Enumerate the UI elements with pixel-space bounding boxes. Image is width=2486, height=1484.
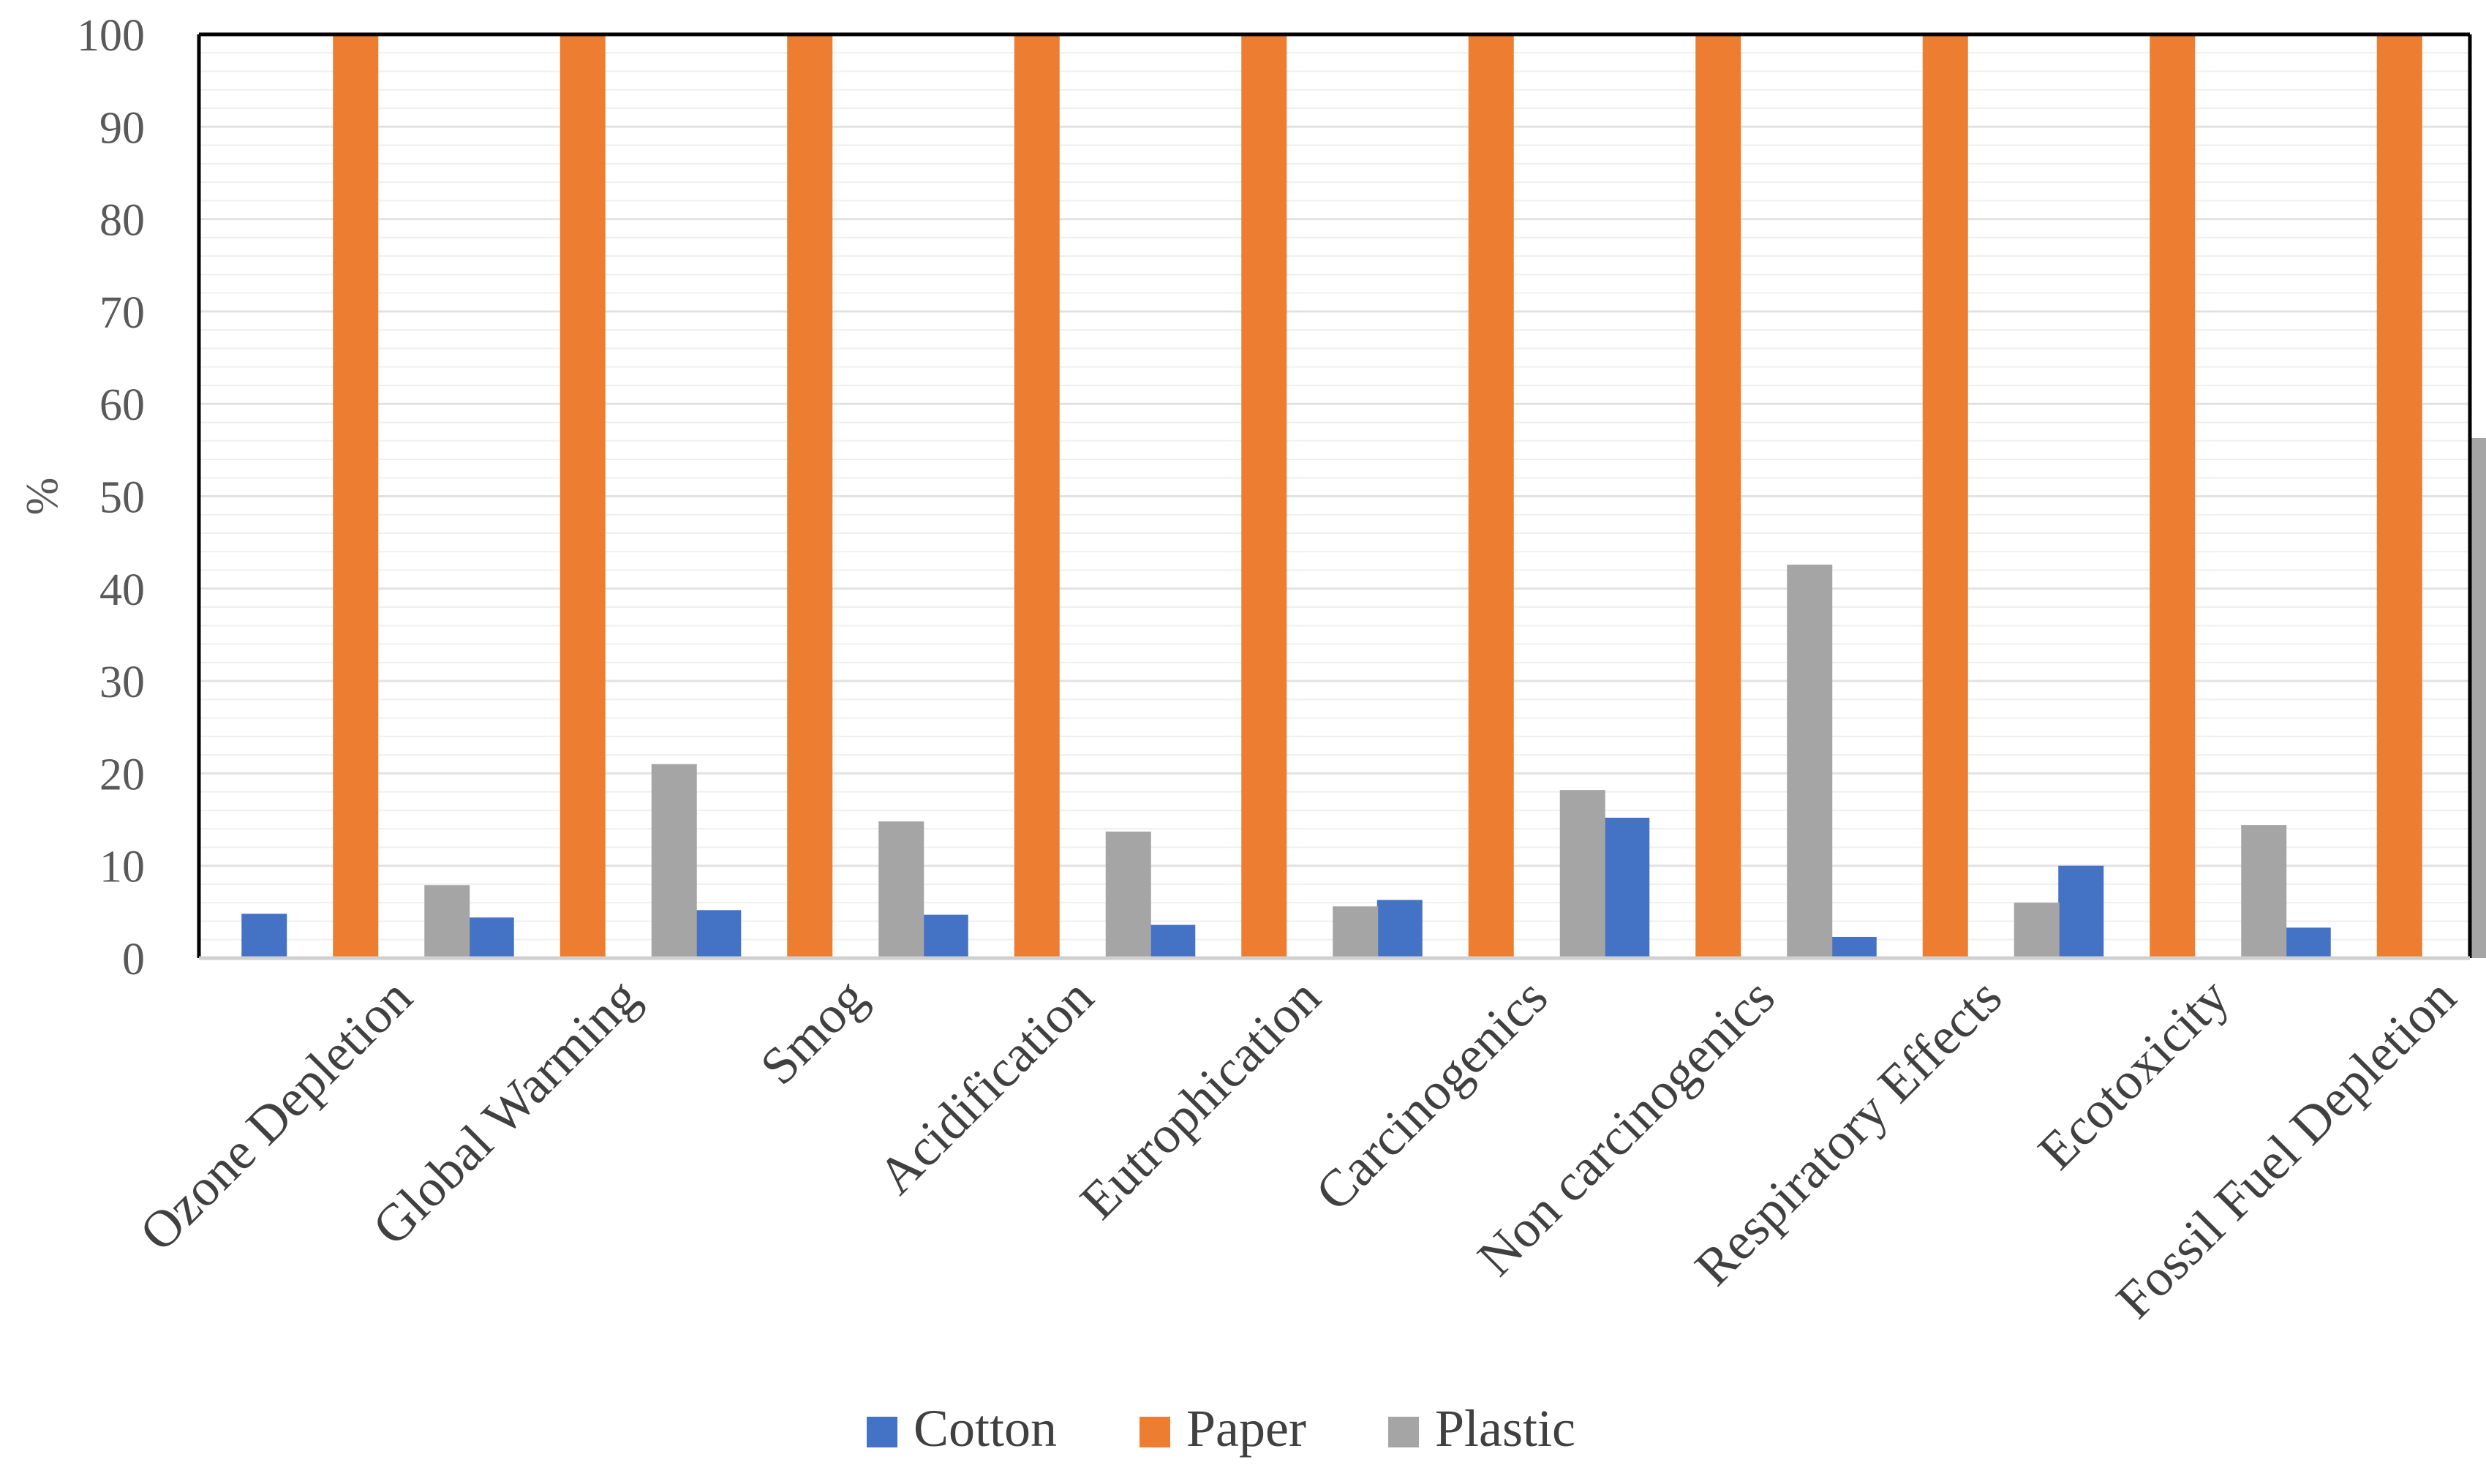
bar-paper-0 xyxy=(333,34,379,958)
legend-item-paper: Paper xyxy=(1140,1399,1306,1458)
bar-paper-7 xyxy=(1922,34,1968,958)
bar-paper-6 xyxy=(1695,34,1741,958)
y-tick-label: 10 xyxy=(99,843,145,892)
y-tick-label: 60 xyxy=(99,380,145,430)
series-cotton xyxy=(241,818,2331,958)
legend-swatch xyxy=(1388,1417,1419,1447)
y-tick-label: 70 xyxy=(99,288,145,338)
bars xyxy=(241,34,2486,958)
bar-paper-8 xyxy=(2150,34,2196,958)
bar-plastic-1 xyxy=(651,764,697,958)
bar-cotton-2 xyxy=(696,910,742,958)
y-tick-label: 20 xyxy=(99,750,145,799)
bar-cotton-1 xyxy=(468,917,514,958)
bar-paper-3 xyxy=(1014,34,1060,958)
bar-plastic-7 xyxy=(2014,903,2060,958)
axes xyxy=(197,32,2472,960)
y-tick-labels: 0 10 20 30 40 50 60 70 80 90 100 xyxy=(77,11,145,984)
y-tick-label: 50 xyxy=(99,473,145,523)
bar-plastic-8 xyxy=(2241,825,2287,958)
y-tick-label: 0 xyxy=(122,935,145,984)
y-tick-label: 40 xyxy=(99,565,145,615)
legend-label: Plastic xyxy=(1435,1399,1575,1458)
bar-cotton-7 xyxy=(1831,936,1877,958)
bar-cotton-4 xyxy=(1150,924,1196,958)
bar-plastic-0 xyxy=(424,885,470,958)
y-tick-label: 30 xyxy=(99,658,145,707)
bar-cotton-5 xyxy=(1376,900,1423,958)
bar-plastic-4 xyxy=(1333,906,1379,958)
legend-item-cotton: Cotton xyxy=(867,1399,1057,1458)
bar-paper-2 xyxy=(787,34,833,958)
bar-paper-9 xyxy=(2376,34,2422,958)
legend-swatch xyxy=(1140,1417,1170,1447)
y-axis-title: % xyxy=(18,478,67,516)
y-tick-label: 100 xyxy=(77,11,145,61)
bar-cotton-0 xyxy=(241,914,287,958)
bar-plastic-6 xyxy=(1787,564,1833,958)
legend-label: Paper xyxy=(1186,1399,1306,1458)
bar-plastic-3 xyxy=(1105,831,1151,958)
legend-label: Cotton xyxy=(914,1399,1057,1458)
bar-paper-4 xyxy=(1241,34,1287,958)
bar-cotton-8 xyxy=(2058,865,2104,958)
bar-paper-5 xyxy=(1468,34,1514,958)
bar-cotton-9 xyxy=(2285,927,2331,958)
series-paper xyxy=(333,34,2422,958)
bar-paper-1 xyxy=(560,34,606,958)
bar-plastic-2 xyxy=(878,821,924,958)
series-plastic xyxy=(424,437,2486,958)
legend-item-plastic: Plastic xyxy=(1388,1399,1575,1458)
y-tick-label: 80 xyxy=(99,196,145,246)
legend-swatch xyxy=(867,1417,897,1447)
bar-cotton-6 xyxy=(1604,818,1650,958)
bar-cotton-3 xyxy=(922,914,968,958)
y-tick-label: 90 xyxy=(99,103,145,153)
bar-plastic-5 xyxy=(1559,790,1605,958)
legend: Cotton Paper Plastic xyxy=(867,1399,1575,1458)
